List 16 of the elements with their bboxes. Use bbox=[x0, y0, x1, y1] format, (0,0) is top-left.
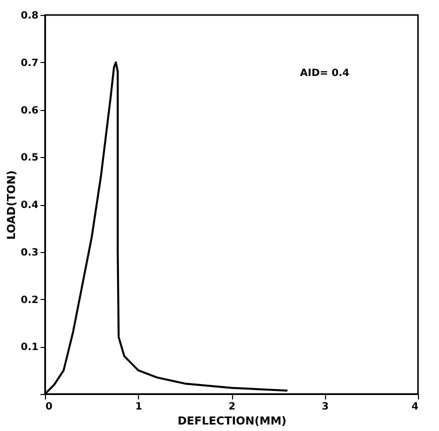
y-tick-label: 0.2 bbox=[20, 294, 39, 306]
y-tick-label: 0.1 bbox=[20, 342, 39, 354]
annotation: AID= 0.4 bbox=[300, 68, 350, 79]
y-tick-label: 0.5 bbox=[20, 152, 39, 164]
y-tick-label: 0.6 bbox=[20, 105, 39, 116]
y-tick-label: 0.8 bbox=[20, 10, 39, 22]
x-axis-title: DEFLECTION(MM) bbox=[178, 414, 286, 428]
x-tick-label: 4 bbox=[412, 402, 419, 412]
x-tick-label: 3 bbox=[322, 402, 329, 412]
x-tick-label: 2 bbox=[228, 402, 236, 412]
y-tick-label: 0.7 bbox=[20, 58, 39, 69]
x-tick-label: 1 bbox=[135, 402, 142, 412]
y-axis-title: LOAD(TON) bbox=[4, 170, 18, 240]
y-tick-label: 0.4 bbox=[20, 200, 39, 211]
x-tick-label: 0 bbox=[46, 402, 52, 412]
y-tick-label: 0.3 bbox=[20, 247, 39, 258]
